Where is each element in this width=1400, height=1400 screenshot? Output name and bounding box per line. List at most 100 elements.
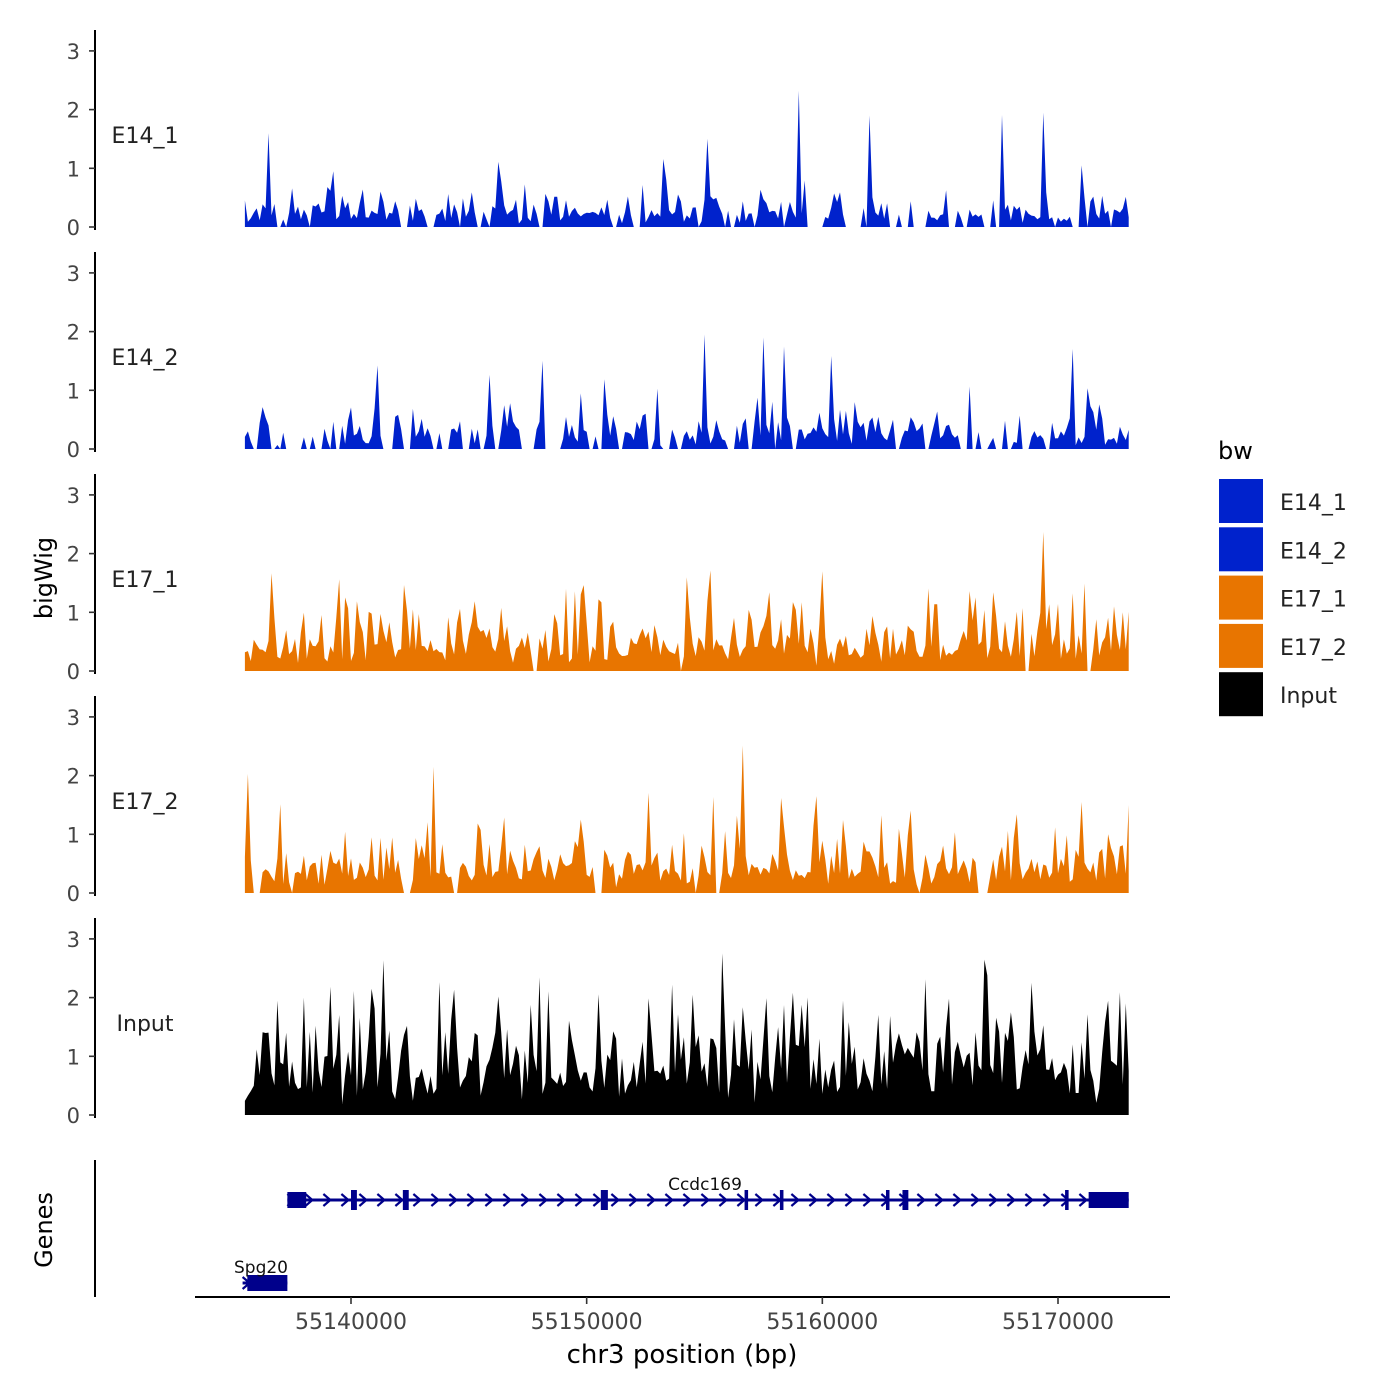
strand-arrow	[664, 1193, 675, 1207]
strand-arrow	[1042, 1193, 1053, 1207]
exon	[351, 1190, 357, 1210]
y-tick-label: 2	[67, 543, 80, 567]
genes-axis-label: Genes	[30, 1192, 58, 1268]
exon	[1088, 1192, 1129, 1208]
exon	[902, 1190, 909, 1210]
strand-arrow	[412, 1193, 423, 1207]
legend-swatch-E17_1	[1219, 575, 1263, 620]
signal-area-E17_2	[244, 745, 1129, 893]
strand-arrow	[844, 1193, 855, 1207]
strand-arrow	[448, 1193, 459, 1207]
strand-arrow	[700, 1193, 711, 1207]
strand-arrow	[988, 1193, 999, 1207]
strand-arrow	[358, 1193, 369, 1207]
legend-swatch-E14_2	[1219, 527, 1263, 572]
track-label: E17_2	[112, 790, 179, 815]
track-label: E17_1	[112, 568, 179, 593]
legend-label: E17_1	[1280, 588, 1347, 613]
y-tick-label: 0	[67, 1104, 80, 1128]
strand-arrow	[466, 1193, 477, 1207]
strand-arrow	[556, 1193, 567, 1207]
strand-arrow	[1078, 1193, 1089, 1207]
track-E17_2: 0 1 2 3 E17_2	[67, 696, 1129, 906]
y-tick-label: 2	[67, 321, 80, 345]
legend-swatch-E17_2	[1219, 623, 1263, 668]
track-label: E14_1	[112, 124, 179, 149]
strand-arrow	[754, 1193, 765, 1207]
legend-label: E14_2	[1280, 539, 1347, 564]
y-tick-label: 3	[67, 262, 80, 286]
strand-arrow	[628, 1193, 639, 1207]
y-tick-label: 1	[67, 823, 80, 847]
y-tick-label: 3	[67, 928, 80, 952]
strand-arrow	[520, 1193, 531, 1207]
x-tick-label: 55160000	[766, 1310, 878, 1335]
gene-label: Ccdc169	[668, 1175, 742, 1195]
legend-title: bw	[1218, 437, 1253, 465]
gene-Ccdc169: Ccdc169	[286, 1175, 1129, 1210]
track-label: Input	[117, 1012, 174, 1037]
strand-arrow	[610, 1193, 621, 1207]
y-tick-label: 0	[67, 438, 80, 462]
y-tick-label: 3	[67, 40, 80, 64]
strand-arrow	[826, 1193, 837, 1207]
y-tick-label: 2	[67, 765, 80, 789]
x-tick-label: 55140000	[295, 1310, 407, 1335]
gene-label: Spg20	[234, 1258, 288, 1278]
strand-arrow	[646, 1193, 657, 1207]
strand-arrow	[484, 1193, 495, 1207]
legend-label: E14_1	[1280, 491, 1347, 516]
bigwig-tracks: 0 1 2 3 E14_1 0 1 2 3 E14_2 0 1 2 3 E17_1 0 1 2 3 E17_2 0 1 2 3…	[67, 30, 1129, 1128]
signal-area-E14_2	[244, 334, 1129, 449]
signal-area-E14_1	[244, 90, 1129, 227]
legend: bw E14_1 E14_2 E17_1 E17_2 Input	[1218, 437, 1347, 717]
exon	[885, 1190, 890, 1210]
track-Input: 0 1 2 3 Input	[67, 918, 1129, 1128]
gene-annotation-track: Genes Ccdc169 Spg20	[30, 1160, 1129, 1297]
strand-arrow	[970, 1193, 981, 1207]
exon	[247, 1275, 288, 1291]
strand-arrow	[376, 1193, 387, 1207]
signal-area-E17_1	[244, 532, 1129, 671]
y-axis-title: bigWig	[30, 537, 58, 619]
strand-arrow	[340, 1193, 351, 1207]
gene-Spg20: Spg20	[234, 1258, 288, 1291]
strand-arrow	[736, 1193, 747, 1207]
strand-arrow	[916, 1193, 927, 1207]
exon	[600, 1190, 608, 1210]
strand-arrow	[790, 1193, 801, 1207]
exon	[779, 1190, 784, 1210]
strand-arrow	[574, 1193, 585, 1207]
y-tick-label: 1	[67, 601, 80, 625]
legend-swatch-E14_1	[1219, 479, 1263, 523]
y-tick-label: 3	[67, 706, 80, 730]
y-tick-label: 2	[67, 99, 80, 123]
track-E14_2: 0 1 2 3 E14_2	[67, 252, 1129, 462]
legend-label: E17_2	[1280, 636, 1347, 661]
track-E17_1: 0 1 2 3 E17_1	[67, 474, 1129, 684]
y-tick-label: 2	[67, 987, 80, 1011]
x-axis: chr3 position (bp) 55140000 55150000 55160…	[195, 1296, 1170, 1370]
y-tick-label: 1	[67, 379, 80, 403]
strand-arrow	[952, 1193, 963, 1207]
legend-label: Input	[1280, 684, 1337, 709]
strand-arrow	[808, 1193, 819, 1207]
y-tick-label: 3	[67, 484, 80, 508]
y-tick-label: 0	[67, 660, 80, 684]
strand-arrow	[538, 1193, 549, 1207]
x-tick-label: 55170000	[1002, 1310, 1114, 1335]
strand-arrow	[682, 1193, 693, 1207]
exon	[744, 1190, 749, 1210]
track-label: E14_2	[112, 346, 179, 371]
x-axis-title: chr3 position (bp)	[567, 1340, 798, 1370]
x-tick-label: 55150000	[531, 1310, 643, 1335]
strand-arrow	[592, 1193, 603, 1207]
strand-arrow	[322, 1193, 333, 1207]
exon	[287, 1192, 307, 1208]
exon	[402, 1190, 409, 1210]
signal-area-Input	[244, 953, 1129, 1115]
strand-arrow	[394, 1193, 405, 1207]
strand-arrow	[304, 1193, 315, 1207]
exon	[1065, 1190, 1069, 1210]
